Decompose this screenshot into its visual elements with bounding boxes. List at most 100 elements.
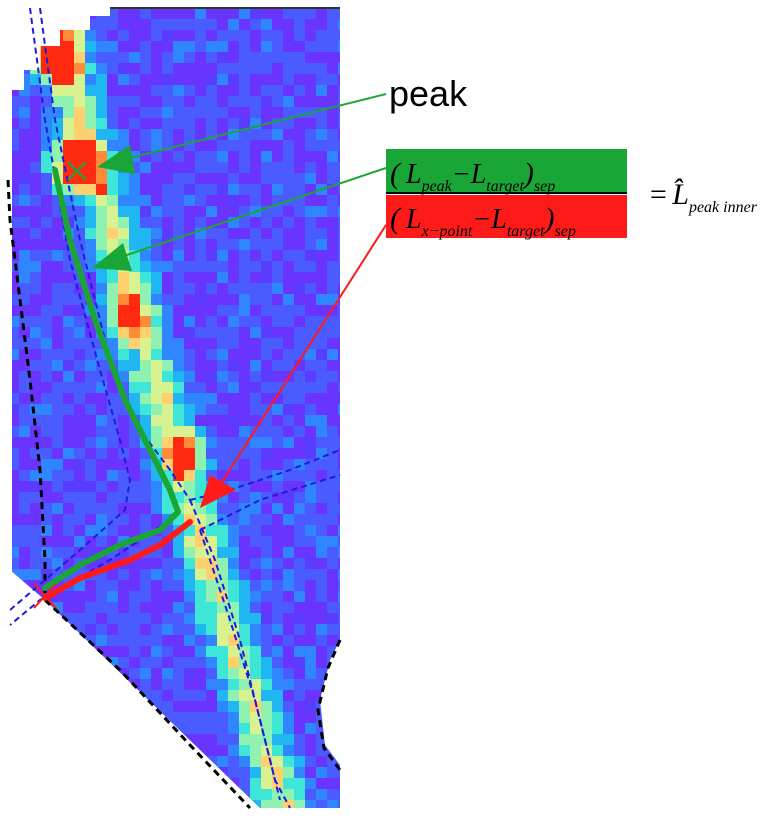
heatmap-cell bbox=[184, 140, 195, 151]
heatmap-cell bbox=[96, 173, 107, 184]
heatmap-cell bbox=[316, 63, 327, 74]
heatmap-cell bbox=[305, 228, 316, 239]
heatmap-cell bbox=[261, 316, 272, 327]
heatmap-cell bbox=[52, 250, 63, 261]
heatmap-cell bbox=[162, 118, 173, 129]
heatmap-cell bbox=[151, 96, 162, 107]
heatmap-cell bbox=[19, 492, 30, 503]
heatmap-cell bbox=[10, 272, 19, 283]
heatmap-cell bbox=[316, 800, 327, 808]
heatmap-cell bbox=[305, 734, 316, 745]
heatmap-cell bbox=[261, 613, 272, 624]
heatmap-cell bbox=[217, 74, 228, 85]
heatmap-cell bbox=[162, 217, 173, 228]
heatmap-cell bbox=[195, 448, 206, 459]
heatmap-cell bbox=[195, 558, 206, 569]
heatmap-cell bbox=[250, 195, 261, 206]
heatmap-cell bbox=[338, 613, 340, 624]
heatmap-cell bbox=[162, 437, 173, 448]
heatmap-cell bbox=[10, 503, 19, 514]
heatmap-cell bbox=[327, 228, 338, 239]
heatmap-cell bbox=[338, 503, 340, 514]
heatmap-cell bbox=[272, 712, 283, 723]
heatmap-cell bbox=[228, 602, 239, 613]
heatmap-cell bbox=[206, 250, 217, 261]
heatmap-cell bbox=[41, 327, 52, 338]
heatmap-cell bbox=[294, 624, 305, 635]
heatmap-cell bbox=[272, 294, 283, 305]
heatmap-cell bbox=[85, 74, 96, 85]
heatmap-cell bbox=[184, 591, 195, 602]
heatmap-cell bbox=[173, 107, 184, 118]
heatmap-cell bbox=[10, 228, 19, 239]
heatmap-cell bbox=[151, 327, 162, 338]
heatmap-cell bbox=[206, 701, 217, 712]
heatmap-cell bbox=[228, 283, 239, 294]
heatmap-cell bbox=[151, 481, 162, 492]
heatmap-cell bbox=[30, 481, 41, 492]
heatmap-cell bbox=[173, 8, 184, 19]
heatmap-cell bbox=[327, 63, 338, 74]
heatmap-cell bbox=[96, 360, 107, 371]
heatmap-cell bbox=[41, 547, 52, 558]
heatmap-cell bbox=[316, 448, 327, 459]
heatmap-cell bbox=[140, 338, 151, 349]
heatmap-cell bbox=[250, 404, 261, 415]
heatmap-cell bbox=[195, 184, 206, 195]
heatmap-cell bbox=[195, 690, 206, 701]
heatmap-cell bbox=[195, 261, 206, 272]
heatmap-cell bbox=[118, 118, 129, 129]
heatmap-cell bbox=[250, 437, 261, 448]
heatmap-cell bbox=[316, 327, 327, 338]
heatmap-cell bbox=[140, 569, 151, 580]
heatmap-cell bbox=[140, 19, 151, 30]
heatmap-cell bbox=[338, 767, 340, 778]
heatmap-cell bbox=[129, 140, 140, 151]
heatmap-cell bbox=[30, 217, 41, 228]
heatmap-cell bbox=[261, 327, 272, 338]
heatmap-cell bbox=[250, 371, 261, 382]
heatmap-cell bbox=[85, 514, 96, 525]
heatmap-cell bbox=[118, 624, 129, 635]
heatmap-cell bbox=[10, 305, 19, 316]
heatmap-cell bbox=[195, 74, 206, 85]
heatmap-cell bbox=[272, 789, 283, 800]
heatmap-cell bbox=[19, 316, 30, 327]
heatmap-cell bbox=[10, 448, 19, 459]
heatmap-cell bbox=[74, 107, 85, 118]
heatmap-cell bbox=[41, 316, 52, 327]
heatmap-cell bbox=[228, 481, 239, 492]
heatmap-cell bbox=[41, 492, 52, 503]
heatmap-cell bbox=[74, 624, 85, 635]
heatmap-cell bbox=[107, 404, 118, 415]
heatmap-cell bbox=[283, 173, 294, 184]
heatmap-cell bbox=[327, 360, 338, 371]
heatmap-cell bbox=[52, 107, 63, 118]
heatmap-cell bbox=[327, 382, 338, 393]
heatmap-cell bbox=[63, 206, 74, 217]
heatmap-cell bbox=[19, 96, 30, 107]
heatmap-cell bbox=[140, 459, 151, 470]
heatmap-cell bbox=[250, 250, 261, 261]
heatmap-cell bbox=[162, 19, 173, 30]
heatmap-cell bbox=[96, 305, 107, 316]
heatmap-cell bbox=[261, 250, 272, 261]
heatmap-cell bbox=[173, 591, 184, 602]
heatmap-cell bbox=[261, 228, 272, 239]
heatmap-cell bbox=[129, 492, 140, 503]
heatmap-cell bbox=[305, 745, 316, 756]
heatmap-cell bbox=[129, 481, 140, 492]
heatmap-cell bbox=[239, 327, 250, 338]
heatmap-cell bbox=[327, 624, 338, 635]
heatmap-cell bbox=[19, 228, 30, 239]
heatmap-cell bbox=[250, 734, 261, 745]
heatmap-cell bbox=[85, 283, 96, 294]
heatmap-cell bbox=[305, 690, 316, 701]
heatmap-cell bbox=[217, 173, 228, 184]
heatmap-cell bbox=[195, 712, 206, 723]
heatmap-cell bbox=[85, 371, 96, 382]
heatmap-cell bbox=[283, 657, 294, 668]
numerator-box bbox=[386, 149, 627, 192]
heatmap-cell bbox=[63, 371, 74, 382]
heatmap-cell bbox=[283, 635, 294, 646]
